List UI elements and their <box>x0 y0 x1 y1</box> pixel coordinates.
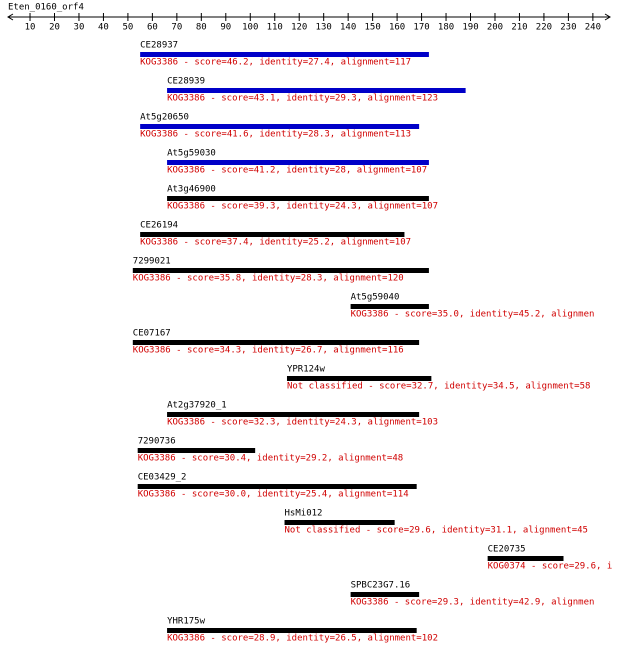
hit-description: KOG3386 - score=30.4, identity=29.2, ali… <box>138 454 404 464</box>
ruler-tick-label: 70 <box>171 23 182 33</box>
hit-name: At5g59040 <box>351 293 400 303</box>
hit-name: At2g37920_1 <box>167 401 227 411</box>
ruler-tick-label: 180 <box>438 23 454 33</box>
hit-description: KOG3386 - score=39.3, identity=24.3, ali… <box>167 202 438 212</box>
hit-bar <box>284 520 395 525</box>
hit-bar <box>286 376 432 381</box>
hit-name: CE26194 <box>140 221 178 231</box>
ruler-tick-label: 50 <box>122 23 133 33</box>
ruler-tick-label: 110 <box>267 23 283 33</box>
ruler-tick-label: 30 <box>74 23 85 33</box>
hit-description: KOG3386 - score=41.6, identity=28.3, ali… <box>140 130 411 140</box>
hit-bar <box>132 268 429 273</box>
hit-bar <box>140 232 405 237</box>
ruler-tick-label: 140 <box>340 23 356 33</box>
hit-name: YHR175w <box>167 617 206 627</box>
hit-description: KOG3386 - score=46.2, identity=27.4, ali… <box>140 58 411 68</box>
hit-name: At3g46900 <box>167 185 216 195</box>
hit-name: CE20735 <box>488 545 526 555</box>
hit-name: CE28937 <box>140 41 178 51</box>
ruler-tick-label: 230 <box>560 23 576 33</box>
hit-bar <box>140 124 420 129</box>
ruler-tick-label: 210 <box>511 23 527 33</box>
ruler-tick-label: 40 <box>98 23 109 33</box>
hit-description: Not classified - score=29.6, identity=31… <box>285 526 588 536</box>
hit-bar <box>167 196 429 201</box>
ruler-tick-label: 130 <box>316 23 332 33</box>
hit-description: KOG3386 - score=43.1, identity=29.3, ali… <box>167 94 438 104</box>
hit-bar <box>167 88 466 93</box>
hit-bar <box>350 592 420 597</box>
ruler-tick-label: 80 <box>196 23 207 33</box>
hit-name: At5g20650 <box>140 113 189 123</box>
ruler-tick-label: 20 <box>49 23 60 33</box>
hit-description: KOG0374 - score=29.6, i <box>488 562 613 572</box>
hit-name: At5g59030 <box>167 149 216 159</box>
hit-name: 7290736 <box>138 437 176 447</box>
ruler-left-arrow <box>7 13 14 21</box>
hit-name: SPBC23G7.16 <box>351 581 411 591</box>
hit-bar <box>137 448 256 453</box>
hit-bar <box>487 556 564 561</box>
hit-bar <box>132 340 420 345</box>
hit-bar <box>167 412 420 417</box>
hit-name: YPR124w <box>287 365 326 375</box>
hit-description: KOG3386 - score=32.3, identity=24.3, ali… <box>167 418 438 428</box>
ruler-tick-label: 200 <box>487 23 503 33</box>
ruler-tick-label: 120 <box>291 23 307 33</box>
hit-description: KOG3386 - score=34.3, identity=26.7, ali… <box>133 346 404 356</box>
hit-name: CE03429_2 <box>138 473 187 483</box>
ruler-tick-label: 240 <box>585 23 601 33</box>
hit-bar <box>167 160 429 165</box>
hit-name: CE28939 <box>167 77 205 87</box>
sequence-title: Eten_0160_orf4 <box>8 3 84 13</box>
hit-bar <box>350 304 429 309</box>
hit-name: CE07167 <box>133 329 171 339</box>
hit-description: KOG3386 - score=30.0, identity=25.4, ali… <box>138 490 409 500</box>
hit-description: KOG3386 - score=37.4, identity=25.2, ali… <box>140 238 411 248</box>
ruler-tick-label: 170 <box>413 23 429 33</box>
ruler-tick-label: 60 <box>147 23 158 33</box>
hit-description: KOG3386 - score=35.8, identity=28.3, ali… <box>133 274 404 284</box>
ruler-tick-label: 160 <box>389 23 405 33</box>
hit-name: 7299021 <box>133 257 171 267</box>
ruler-tick-label: 150 <box>364 23 380 33</box>
hit-bar <box>137 484 417 489</box>
ruler-tick-label: 90 <box>220 23 231 33</box>
hit-bar <box>140 52 429 57</box>
hit-description: KOG3386 - score=28.9, identity=26.5, ali… <box>167 634 438 644</box>
hit-description: KOG3386 - score=41.2, identity=28, align… <box>167 166 427 176</box>
hit-name: HsMi012 <box>285 509 323 519</box>
ruler-tick-label: 100 <box>242 23 258 33</box>
ruler-tick-label: 10 <box>25 23 36 33</box>
ruler-tick-label: 220 <box>536 23 552 33</box>
ruler-right-arrow <box>604 13 611 21</box>
hit-description: KOG3386 - score=29.3, identity=42.9, ali… <box>351 598 595 608</box>
hit-description: KOG3386 - score=35.0, identity=45.2, ali… <box>351 310 595 320</box>
ruler-tick-label: 190 <box>462 23 478 33</box>
hit-bar <box>167 628 417 633</box>
hit-description: Not classified - score=32.7, identity=34… <box>287 382 590 392</box>
